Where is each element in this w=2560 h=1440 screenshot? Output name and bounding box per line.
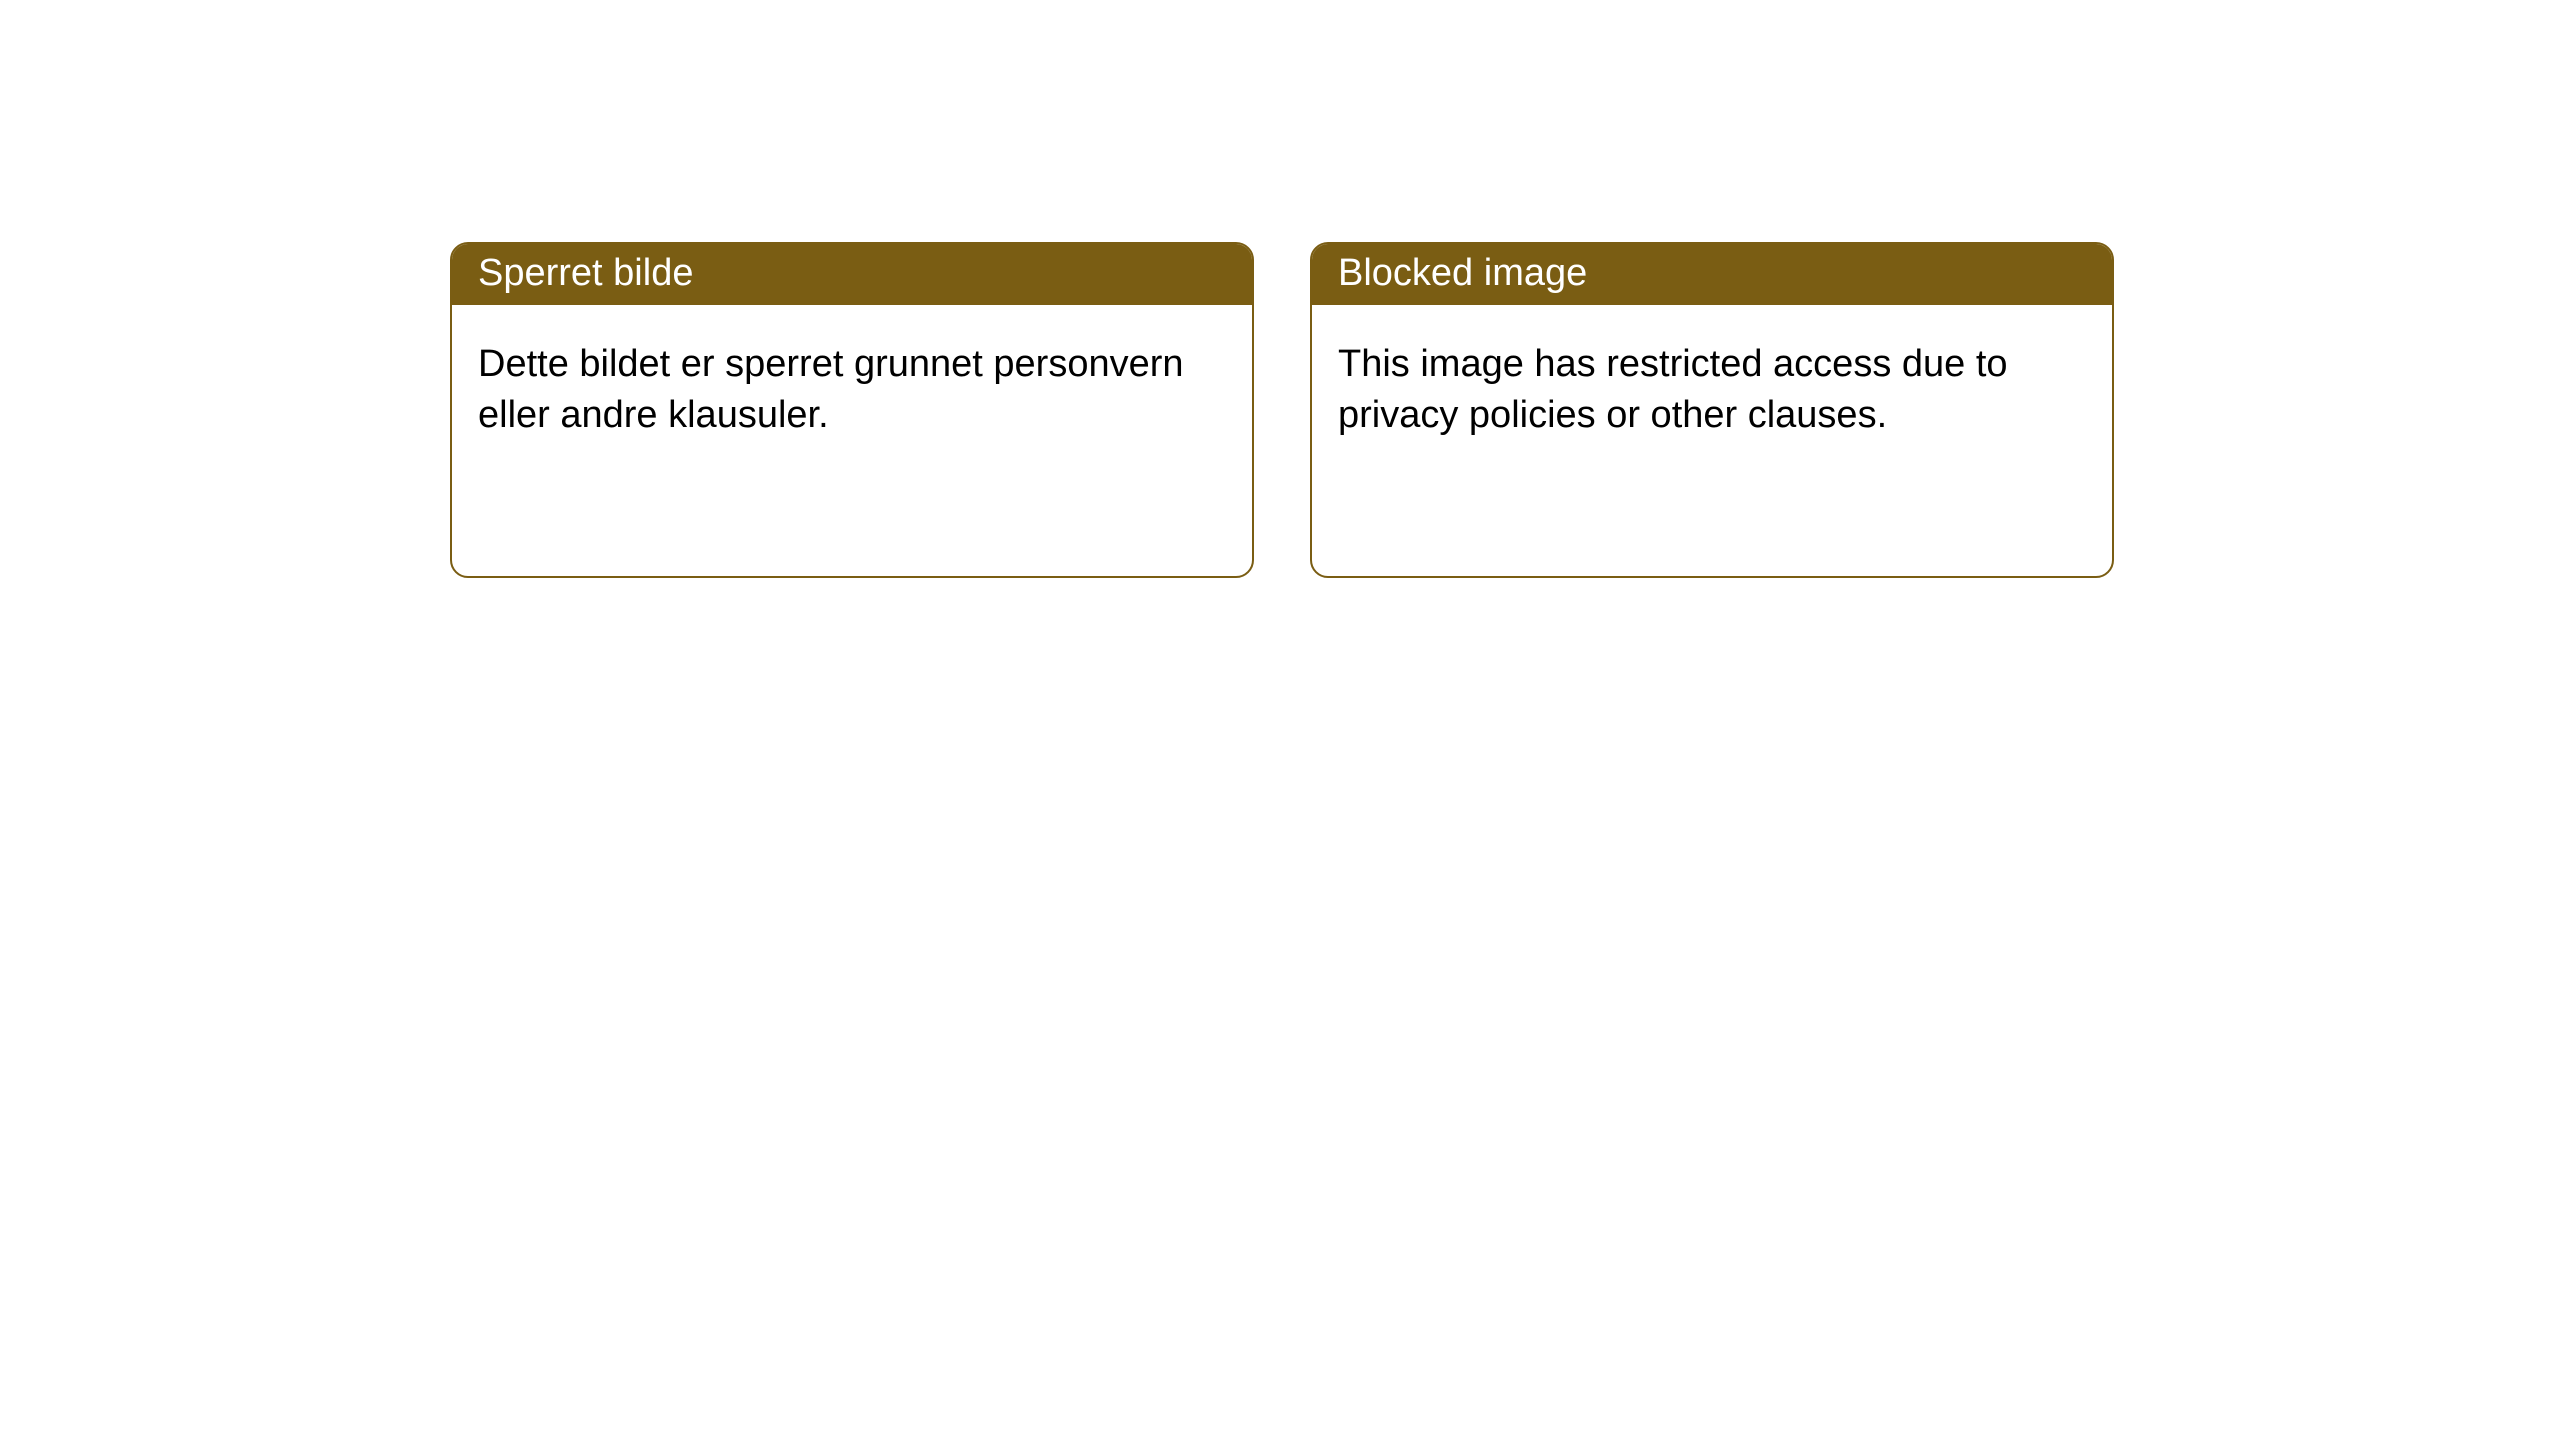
card-title: Blocked image (1338, 252, 1587, 294)
card-body: Dette bildet er sperret grunnet personve… (452, 305, 1252, 476)
card-body-text: This image has restricted access due to … (1338, 343, 2008, 436)
card-header: Blocked image (1312, 244, 2112, 305)
card-title: Sperret bilde (478, 252, 693, 294)
blocked-image-card-en: Blocked image This image has restricted … (1310, 242, 2114, 578)
blocked-image-card-no: Sperret bilde Dette bildet er sperret gr… (450, 242, 1254, 578)
cards-container: Sperret bilde Dette bildet er sperret gr… (0, 0, 2560, 578)
card-header: Sperret bilde (452, 244, 1252, 305)
card-body-text: Dette bildet er sperret grunnet personve… (478, 343, 1184, 436)
card-body: This image has restricted access due to … (1312, 305, 2112, 476)
